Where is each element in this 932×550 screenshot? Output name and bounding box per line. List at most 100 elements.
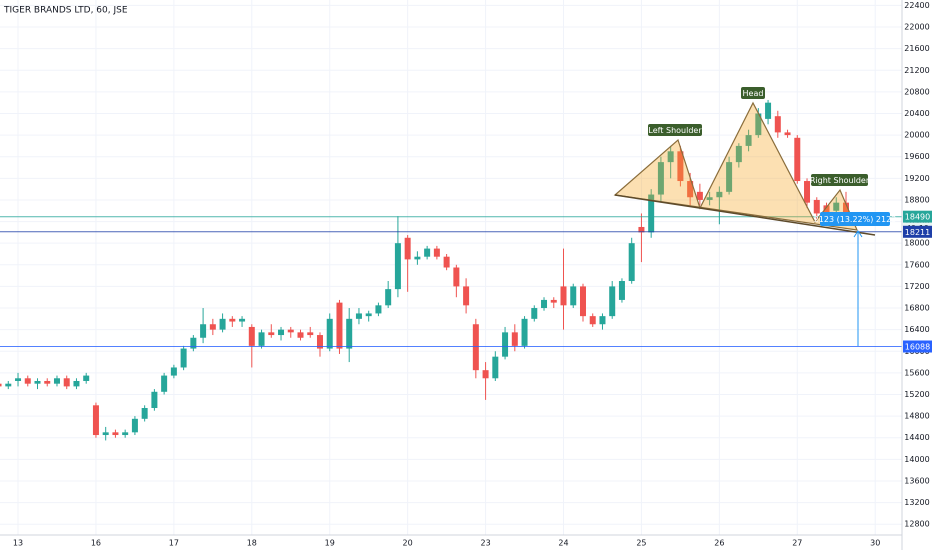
candle-body xyxy=(53,378,60,384)
candle-body xyxy=(63,378,70,387)
price-tag-label: 18211 xyxy=(905,228,930,237)
candle-body xyxy=(784,132,791,136)
candle-body xyxy=(657,162,664,195)
x-tick-label: 20 xyxy=(403,539,413,548)
price-tag xyxy=(903,225,932,238)
candle-body xyxy=(648,194,655,233)
y-tick-label: 13600 xyxy=(904,476,929,485)
x-tick-label: 17 xyxy=(169,539,179,548)
candle-body xyxy=(696,191,703,200)
candle-body xyxy=(92,405,99,436)
candle-body xyxy=(219,318,226,330)
y-tick-label: 18800 xyxy=(904,195,929,204)
candle-body xyxy=(667,151,674,163)
candle-body xyxy=(44,380,51,384)
candle-body xyxy=(307,332,314,336)
candle-body xyxy=(599,316,606,325)
candle-body xyxy=(774,116,781,133)
candle-body xyxy=(609,286,616,317)
candle-body xyxy=(628,243,635,282)
candle-body xyxy=(716,191,723,198)
x-tick-label: 16 xyxy=(91,539,101,548)
candle-body xyxy=(482,370,489,379)
candle-body xyxy=(414,256,421,260)
label-box xyxy=(648,124,702,136)
y-tick-label: 15600 xyxy=(904,368,929,377)
candle-body xyxy=(170,367,177,376)
candle-body xyxy=(112,432,119,436)
candle-body xyxy=(131,418,138,433)
candle-body xyxy=(765,102,772,119)
candle-body xyxy=(521,318,528,346)
x-tick-label: 19 xyxy=(325,539,335,548)
y-tick-label: 17200 xyxy=(904,282,929,291)
candle-body xyxy=(375,305,382,314)
pattern-label: Left Shoulder xyxy=(648,126,702,135)
price-tag xyxy=(903,340,932,353)
y-tick-label: 14800 xyxy=(904,412,929,421)
y-tick-label: 22400 xyxy=(904,1,929,10)
x-tick-label: 26 xyxy=(714,539,724,548)
candle-body xyxy=(735,145,742,163)
x-tick-label: 18 xyxy=(247,539,257,548)
candle-body xyxy=(842,202,849,217)
y-tick-label: 20400 xyxy=(904,109,929,118)
x-tick-label: 30 xyxy=(870,539,880,548)
candle-body xyxy=(424,248,431,257)
candle-body xyxy=(346,318,353,349)
candle-body xyxy=(492,356,499,379)
y-tick-label: 19200 xyxy=(904,174,929,183)
candle-body xyxy=(326,318,333,349)
candle-body xyxy=(833,202,840,211)
y-tick-label: 20800 xyxy=(904,87,929,96)
candle-body xyxy=(404,237,411,260)
measure-box xyxy=(820,212,890,226)
candle-body xyxy=(161,375,168,392)
label-box xyxy=(811,174,868,186)
candle-body xyxy=(316,335,323,349)
y-tick-label: 20000 xyxy=(904,131,929,140)
candle-body xyxy=(677,151,684,182)
candle-body xyxy=(287,329,294,333)
price-tag-label: 18490 xyxy=(905,213,930,222)
y-tick-label: 21600 xyxy=(904,44,929,53)
candle-body xyxy=(190,337,197,349)
candle-body xyxy=(531,308,538,319)
x-tick-label: 13 xyxy=(13,539,23,548)
candle-body xyxy=(570,286,577,306)
y-tick-label: 14000 xyxy=(904,455,929,464)
candle-body xyxy=(122,432,129,436)
candle-body xyxy=(239,318,246,322)
candle-body xyxy=(248,326,255,346)
y-tick-label: 13200 xyxy=(904,498,929,507)
candle-body xyxy=(502,332,509,357)
candle-body xyxy=(706,197,713,200)
candle-body xyxy=(550,299,557,303)
candle-body xyxy=(83,375,90,381)
candle-body xyxy=(385,289,392,306)
candle-body xyxy=(268,332,275,336)
candle-body xyxy=(209,324,216,330)
measure-arrow xyxy=(853,230,863,238)
price-tag-label: 16088 xyxy=(905,343,930,352)
candle-body xyxy=(73,380,80,387)
candle-body xyxy=(618,281,625,300)
candle-body xyxy=(726,162,733,192)
candle-body xyxy=(5,383,12,387)
y-tick-label: 15200 xyxy=(904,390,929,399)
y-tick-label: 22000 xyxy=(904,23,929,32)
plot xyxy=(0,99,902,441)
candle-body xyxy=(229,318,236,322)
candle-body xyxy=(638,226,645,233)
pattern-label: Head xyxy=(743,89,764,98)
axes: 12800 13200 13600 14000 14400 14800 15200 15600… xyxy=(13,1,932,548)
chart-title: TIGER BRANDS LTD, 60, JSE xyxy=(3,6,128,16)
candle-body xyxy=(511,332,518,346)
y-tick-label: 16400 xyxy=(904,325,929,334)
candle-body xyxy=(200,324,207,338)
candle-body xyxy=(472,324,479,371)
candle-body xyxy=(579,286,586,317)
candle-body xyxy=(24,378,31,384)
label-box xyxy=(741,87,765,99)
candle-body xyxy=(589,316,596,325)
